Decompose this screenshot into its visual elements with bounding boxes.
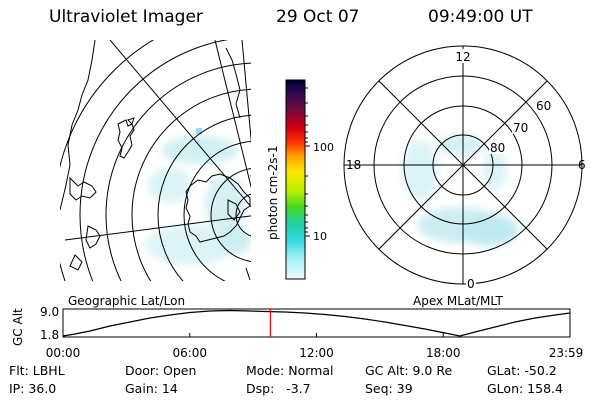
time-label: 09:49:00 UT <box>428 7 533 27</box>
info-dsp: Dsp: -3.7 <box>246 381 311 396</box>
mlt-label-0: 0 <box>467 277 475 291</box>
colorbar-unit-label: photon cm-2s-1 <box>266 146 280 241</box>
mlt-label-bg-12 <box>455 49 471 63</box>
mlt-label-bg-0 <box>466 276 476 289</box>
magnetic-panel-label: Apex MLat/MLT <box>413 294 503 308</box>
mag-mlt-lines <box>344 46 582 284</box>
altitude-ytick-high: 9.0 <box>40 305 59 319</box>
colorbar-tick-10: 10 <box>313 230 327 243</box>
altitude-plot-frame <box>62 308 571 338</box>
lat-label-bg-80 <box>489 140 507 154</box>
colorbar-tick-100: 100 <box>313 141 334 154</box>
lat-label-70: 70 <box>513 121 528 135</box>
mlt-label-12: 12 <box>455 50 470 64</box>
geo-latitude-circles <box>60 40 251 281</box>
colorbar-ticks <box>305 87 310 237</box>
info-glon: GLon: 158.4 <box>487 381 563 396</box>
geographic-panel-label: Geographic Lat/Lon <box>68 294 186 308</box>
altitude-xtick-1200: 12:00 <box>299 346 334 360</box>
lat-label-bg-60 <box>535 98 553 112</box>
mlt-label-6: 6 <box>578 158 586 172</box>
geo-aurora-emission <box>145 136 251 265</box>
date-label: 29 Oct 07 <box>276 7 360 27</box>
info-mode: Mode: Normal <box>246 363 334 378</box>
altitude-xtick-2359: 23:59 <box>549 346 584 360</box>
geo-aurora-spot <box>196 128 202 134</box>
lat-label-60: 60 <box>536 99 551 113</box>
altitude-ylabel: GC Alt <box>11 308 25 346</box>
altitude-curve <box>62 309 571 337</box>
altitude-ytick-low: 1.8 <box>40 328 59 342</box>
info-ip: IP: 36.0 <box>9 381 57 396</box>
info-filter: Flt: LBHL <box>9 363 65 378</box>
info-gain: Gain: 14 <box>125 381 178 396</box>
altitude-x-ticks <box>62 333 571 337</box>
info-door: Door: Open <box>125 363 197 378</box>
colorbar-gradient <box>285 79 306 280</box>
geo-coastlines <box>60 40 251 281</box>
info-gc-alt: GC Alt: 9.0 Re <box>365 363 453 378</box>
altitude-xtick-0000: 00:00 <box>46 346 81 360</box>
info-seq: Seq: 39 <box>365 381 413 396</box>
lat-label-bg-70 <box>512 120 530 134</box>
altitude-xtick-0600: 06:00 <box>172 346 207 360</box>
info-glat: GLat: -50.2 <box>487 363 557 378</box>
mlt-label-18: 18 <box>346 158 361 172</box>
instrument-title: Ultraviolet Imager <box>49 7 203 27</box>
geo-meridians <box>64 40 251 241</box>
lat-label-80: 80 <box>490 141 505 155</box>
altitude-xtick-1800: 18:00 <box>426 346 461 360</box>
